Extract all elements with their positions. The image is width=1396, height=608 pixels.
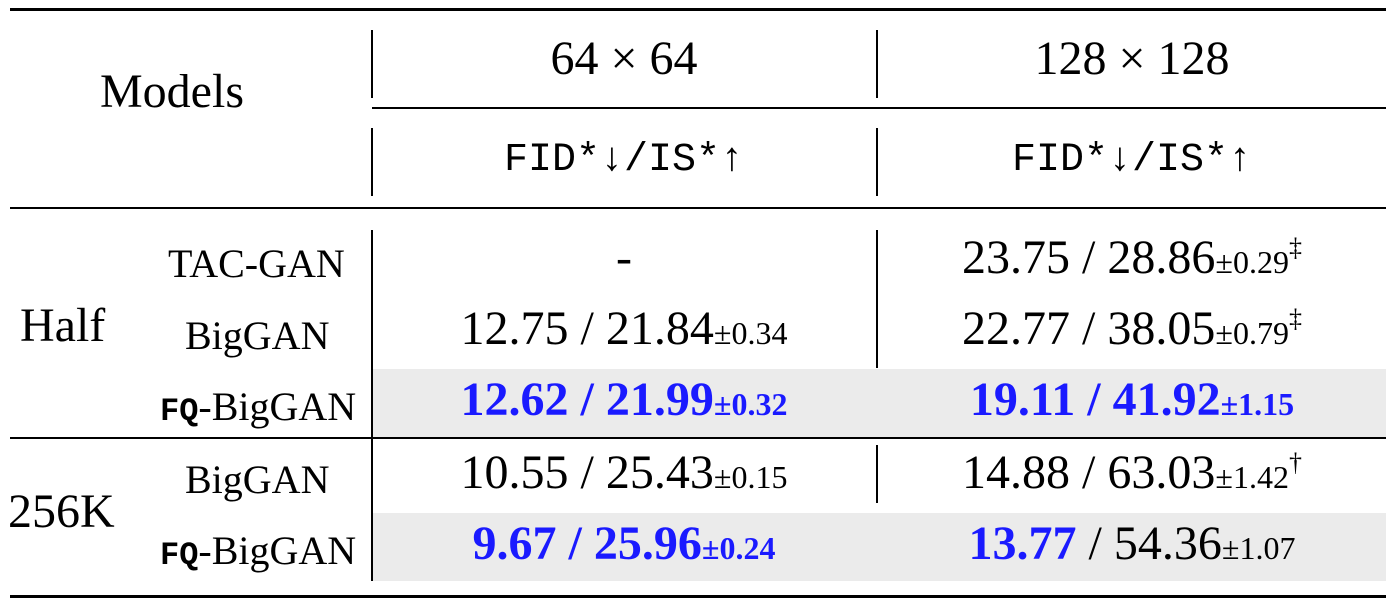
model-suffix: -BigGAN: [198, 384, 357, 429]
header-res-64: 64 × 64: [550, 32, 698, 85]
cell-main: 19.11 / 41.92: [969, 373, 1221, 426]
cell-biggan-half-64: 12.75 / 21.84±0.34: [374, 301, 874, 356]
cell-main: 23.75 / 28.86: [962, 231, 1216, 284]
header-models: Models: [100, 65, 244, 118]
cell-pm: ±0.79: [1215, 315, 1289, 351]
cell-pm: ±0.29: [1215, 244, 1289, 280]
cell-pm: ±1.15: [1220, 386, 1295, 422]
model-fq-biggan-half: FQ-BigGAN: [160, 383, 356, 430]
header-res-128: 128 × 128: [1034, 32, 1230, 85]
cell-main: 22.77 / 38.05: [962, 302, 1216, 355]
group-separator-rule: [10, 437, 1386, 439]
header-metric-128: FID*↓/IS*↑: [1011, 138, 1253, 183]
model-suffix: -BigGAN: [198, 528, 357, 573]
bottom-rule: [10, 595, 1386, 598]
model-biggan-half: BigGAN: [185, 313, 330, 358]
cell-pm: ±0.24: [701, 530, 776, 566]
group-label-256k: 256K: [8, 485, 115, 538]
cell-fq-half-128: 19.11 / 41.92±1.15: [878, 372, 1386, 427]
cell-biggan-256k-64: 10.55 / 25.43±0.15: [374, 445, 874, 500]
cell-main-rest: / 54.36: [1076, 517, 1222, 570]
cell-pm: ±0.34: [713, 315, 788, 351]
cell-mark: ‡: [1288, 304, 1302, 333]
row-shade-half-fq: [372, 369, 1386, 437]
cell-pm: ±0.32: [713, 386, 788, 422]
cell-main: 14.88 / 63.03: [962, 446, 1216, 499]
cell-main: 12.62 / 21.99: [460, 373, 714, 426]
model-biggan-256k: BigGAN: [185, 457, 330, 502]
model-tac-gan: TAC-GAN: [168, 241, 345, 286]
group-label-half: Half: [20, 299, 106, 352]
cell-main: 10.55 / 25.43: [460, 446, 714, 499]
cell-biggan-256k-128: 14.88 / 63.03±1.42†: [878, 445, 1386, 500]
vrule-half-right: [876, 230, 878, 368]
fq-prefix: FQ: [160, 537, 199, 574]
vrule-256k-left: [371, 439, 373, 581]
cell-tacgan-64: -: [616, 231, 632, 284]
header-bottom-rule: [10, 207, 1386, 209]
top-rule: [10, 8, 1386, 11]
row-shade-256k-fq: [372, 513, 1386, 581]
cell-main: 12.75 / 21.84: [460, 302, 714, 355]
cell-main-bold: 13.77: [968, 517, 1077, 570]
header-metric-64: FID*↓/IS*↑: [503, 138, 745, 183]
cell-fq-half-64: 12.62 / 21.99±0.32: [374, 372, 874, 427]
vrule-header-right-top: [876, 30, 878, 98]
cell-fq-256k-128: 13.77 / 54.36±1.07: [878, 516, 1386, 571]
cell-fq-256k-64: 9.67 / 25.96±0.24: [374, 516, 874, 571]
model-fq-biggan-256k: FQ-BigGAN: [160, 527, 356, 574]
cell-biggan-half-128: 22.77 / 38.05±0.79‡: [878, 301, 1386, 356]
cell-mark: †: [1288, 448, 1302, 477]
mid-header-rule: [372, 107, 1386, 109]
cell-tacgan-128: 23.75 / 28.86±0.29‡: [878, 230, 1386, 285]
cell-pm: ±1.42: [1215, 459, 1289, 495]
cell-pm: ±0.15: [713, 459, 788, 495]
vrule-half-left: [371, 230, 373, 437]
vrule-header-left-bottom: [371, 128, 373, 196]
cell-pm: ±1.07: [1221, 530, 1296, 566]
cell-main: 9.67 / 25.96: [472, 517, 702, 570]
vrule-header-right-bottom: [876, 128, 878, 196]
vrule-header-left-top: [371, 30, 373, 98]
cell-mark: ‡: [1288, 233, 1302, 262]
fq-prefix: FQ: [160, 393, 199, 430]
vrule-256k-right: [876, 445, 878, 503]
